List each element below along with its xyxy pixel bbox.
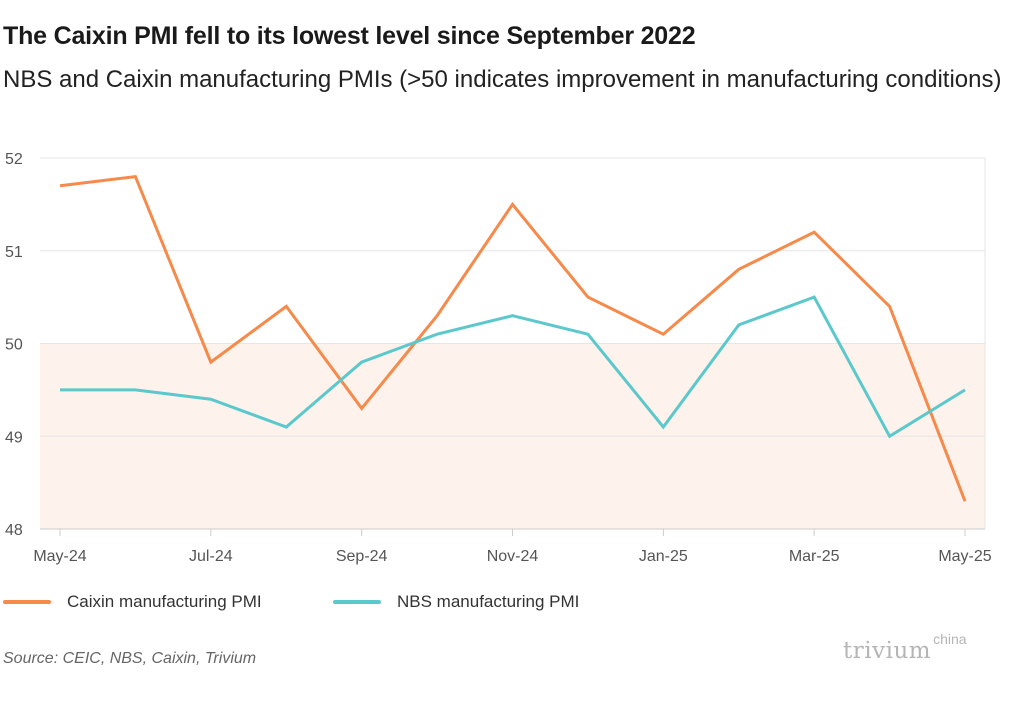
legend-swatch-nbs <box>333 600 381 604</box>
legend-label-nbs: NBS manufacturing PMI <box>397 592 580 611</box>
series-line-caixin <box>59 174 967 502</box>
chart-subtitle: NBS and Caixin manufacturing PMIs (>50 i… <box>3 66 1002 93</box>
y-tick-label: 48 <box>5 522 23 539</box>
legend-item-nbs: NBS manufacturing PMI <box>333 592 579 612</box>
x-tick-label: Sep-24 <box>336 548 388 565</box>
trivium-china-logo: trivium china <box>843 631 967 664</box>
legend-swatch-caixin <box>3 600 51 604</box>
x-tick-label: Jul-24 <box>189 548 233 565</box>
source-note: Source: CEIC, NBS, Caixin, Trivium <box>3 650 257 667</box>
y-tick-label: 52 <box>5 151 23 168</box>
legend-item-caixin: Caixin manufacturing PMI <box>3 592 262 612</box>
axes: 48 49 50 51 52 May-24 Jul-24 Sep-24 Nov-24 Jan-25… <box>5 151 992 565</box>
logo-superscript: china <box>933 631 967 647</box>
series-lines <box>59 174 967 502</box>
gridlines <box>40 157 986 530</box>
y-tick-label: 50 <box>5 337 23 354</box>
y-tick-label: 51 <box>5 244 23 261</box>
x-tick-label: Mar-25 <box>789 548 840 565</box>
x-tick-label: May-25 <box>938 548 991 565</box>
logo-wordmark: trivium <box>843 638 932 664</box>
series-line-nbs <box>60 295 966 439</box>
x-tick-label: Jan-25 <box>639 548 688 565</box>
x-tick-label: May-24 <box>33 548 86 565</box>
line-chart: 48 49 50 51 52 May-24 Jul-24 Sep-24 Nov-24 Jan-25… <box>5 151 992 565</box>
y-tick-label: 49 <box>5 429 23 446</box>
x-tick-label: Nov-24 <box>487 548 539 565</box>
chart-title: The Caixin PMI fell to its lowest level … <box>3 22 696 50</box>
legend-label-caixin: Caixin manufacturing PMI <box>67 592 262 611</box>
